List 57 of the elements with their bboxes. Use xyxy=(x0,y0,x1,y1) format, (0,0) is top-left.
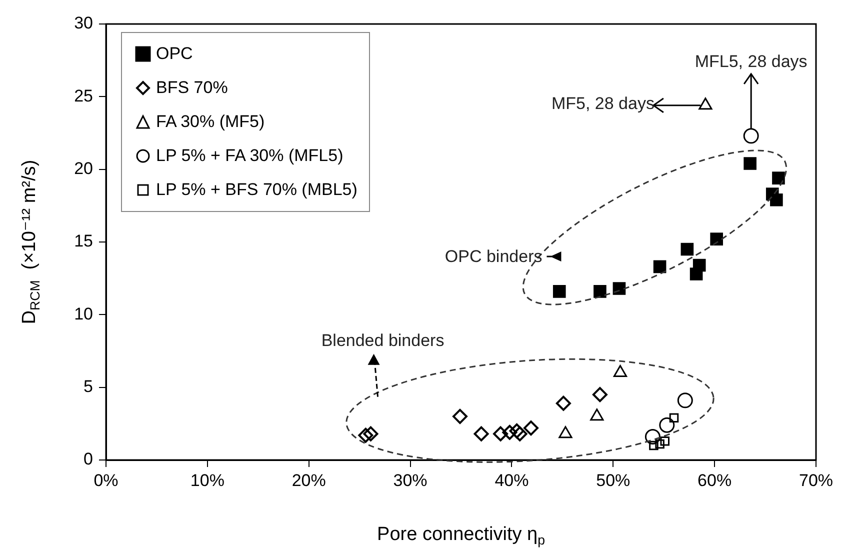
point xyxy=(558,426,572,438)
point xyxy=(552,285,566,298)
point xyxy=(772,172,785,184)
point xyxy=(509,423,524,438)
point xyxy=(644,428,660,444)
x-tick-label: 0% xyxy=(94,470,118,490)
point xyxy=(680,242,694,256)
point xyxy=(474,426,489,442)
legend-label: FA 30% (MF5) xyxy=(156,112,265,132)
point xyxy=(660,436,670,446)
point xyxy=(653,260,666,274)
point xyxy=(512,426,528,442)
x-tick-label: 40% xyxy=(494,470,529,490)
point xyxy=(493,426,508,442)
y-tick-label: 30 xyxy=(74,14,93,33)
point xyxy=(590,408,604,421)
legend-label: LP 5% + FA 30% (MFL5) xyxy=(156,146,344,166)
y-tick-label: 25 xyxy=(74,86,93,106)
x-tick-label: 70% xyxy=(798,470,834,490)
y-tick-label: 0 xyxy=(84,450,93,469)
point xyxy=(592,387,608,402)
point xyxy=(556,396,571,411)
annotation: MFL5, 28 days xyxy=(694,52,808,72)
point xyxy=(655,439,664,449)
point xyxy=(659,417,675,433)
point xyxy=(744,157,756,170)
point xyxy=(612,282,626,295)
point xyxy=(452,408,468,424)
point xyxy=(669,413,679,422)
point xyxy=(363,426,378,442)
point xyxy=(502,424,518,440)
x-tick-label: 10% xyxy=(190,470,224,490)
point xyxy=(677,392,693,408)
point xyxy=(358,428,374,443)
x-tick-label: 20% xyxy=(292,470,326,490)
point xyxy=(613,365,628,378)
point xyxy=(690,268,703,280)
x-tick-label: 50% xyxy=(596,470,630,490)
y-tick-label: 20 xyxy=(74,159,93,178)
annotation: OPC binders xyxy=(444,246,542,267)
point xyxy=(743,128,759,144)
point xyxy=(649,440,658,450)
point xyxy=(710,232,724,246)
point xyxy=(523,420,538,436)
point xyxy=(594,285,606,298)
y-tick-label: 5 xyxy=(84,377,93,396)
x-tick-label: 60% xyxy=(698,470,732,490)
y-tick-label: 10 xyxy=(74,304,93,324)
y-tick-label: 15 xyxy=(74,232,93,251)
legend-label: OPC xyxy=(156,44,193,64)
point xyxy=(770,193,783,206)
annotation: Blended binders xyxy=(320,330,446,351)
x-tick-label: 30% xyxy=(393,470,428,490)
legend-label: BFS 70% xyxy=(156,78,228,98)
y-axis-title: DRCM (×10⁻¹² m²/s) xyxy=(19,160,42,324)
annotation: MF5, 28 days xyxy=(551,94,654,114)
legend-label: LP 5% + BFS 70% (MBL5) xyxy=(156,180,358,200)
